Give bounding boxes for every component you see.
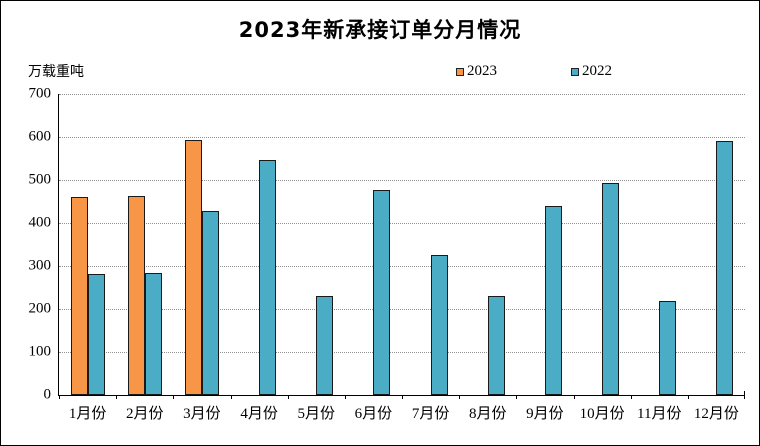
x-axis-tick-label-10月份: 10月份 [579,406,625,422]
bar-2022-2月份 [144,273,162,395]
bar-2022-11月份 [659,301,677,395]
bar-2023-2月份 [127,196,145,395]
gridline-400 [59,223,745,224]
x-axis-tick-mark [573,395,575,399]
bar-2022-3月份 [201,210,219,395]
y-axis-unit-label: 万载重吨 [28,65,84,80]
x-axis-tick-mark [344,395,346,399]
gridline-300 [59,266,745,267]
x-axis-tick-mark [402,395,403,399]
gridline-100 [59,352,745,353]
bar-2022-6月份 [373,190,391,395]
legend-swatch-2022 [571,67,579,76]
bar-2022-5月份 [316,296,334,395]
x-axis-tick-mark [173,395,175,399]
bar-2022-9月份 [544,206,562,395]
x-axis-tick-label-1月份: 1月份 [68,406,107,422]
bar-2022-1月份 [87,274,105,395]
bar-2023-1月份 [70,197,88,395]
x-axis-tick-label-6月份: 6月份 [354,406,393,422]
y-axis-tick-label-0: 0 [43,386,52,403]
bar-2022-12月份 [716,141,734,395]
y-axis-tick-label-300: 300 [28,257,52,274]
x-axis-tick-label-9月份: 9月份 [526,406,564,422]
bar-2022-10月份 [602,183,620,395]
legend-label-2022: 2022 [582,63,612,79]
x-axis-tick-label-5月份: 5月份 [297,406,336,422]
x-axis-tick-mark [287,395,289,399]
bar-2022-7月份 [430,255,448,395]
x-axis-tick-label-3月份: 3月份 [183,406,221,422]
x-axis-tick-label-11月份: 11月份 [637,406,682,422]
x-axis-tick-label-7月份: 7月份 [411,406,450,422]
legend-swatch-2023 [456,67,464,76]
y-axis-tick-label-100: 100 [28,343,52,360]
gridline-500 [59,180,745,181]
bar-2022-8月份 [487,295,505,395]
bar-2022-4月份 [259,160,277,395]
x-axis-tick-label-2月份: 2月份 [125,406,164,422]
chart-title: 2023年新承接订单分月情况 [238,18,522,42]
y-axis-tick-label-500: 500 [28,171,52,188]
plot-area: 0 100 200 300 400 500 600 700 1月份 2月份 3月份 4月份 5月份 6月份… [29,86,745,422]
x-axis-tick-label-4月份: 4月份 [240,406,278,422]
x-axis-tick-label-8月份: 8月份 [468,406,507,422]
x-axis-endcap [744,391,745,395]
y-axis-tick-label-200: 200 [28,300,52,317]
legend: 2023 2022 [456,63,612,80]
y-axis-tick-label-700: 700 [28,85,52,102]
x-axis-tick-label-12月份: 12月份 [693,406,739,422]
x-axis-tick-mark [630,395,632,399]
x-axis-tick-mark [459,395,461,399]
gridline-700 [59,94,745,95]
gridline-600 [59,137,745,138]
x-axis-tick-mark [230,395,232,399]
legend-label-2023: 2023 [467,63,497,79]
y-axis-tick-label-400: 400 [28,214,52,231]
x-axis-tick-mark [59,395,60,399]
y-axis-tick-label-600: 600 [28,128,52,145]
gridline-200 [59,309,745,310]
legend-item-2023: 2023 [456,63,497,80]
x-axis-tick-mark [116,395,118,399]
bar-2023-3月份 [184,140,202,395]
x-axis-tick-mark [687,395,689,399]
legend-item-2022: 2022 [571,63,612,80]
x-axis-tick-mark [516,395,518,399]
x-axis-tick-mark [744,395,745,399]
